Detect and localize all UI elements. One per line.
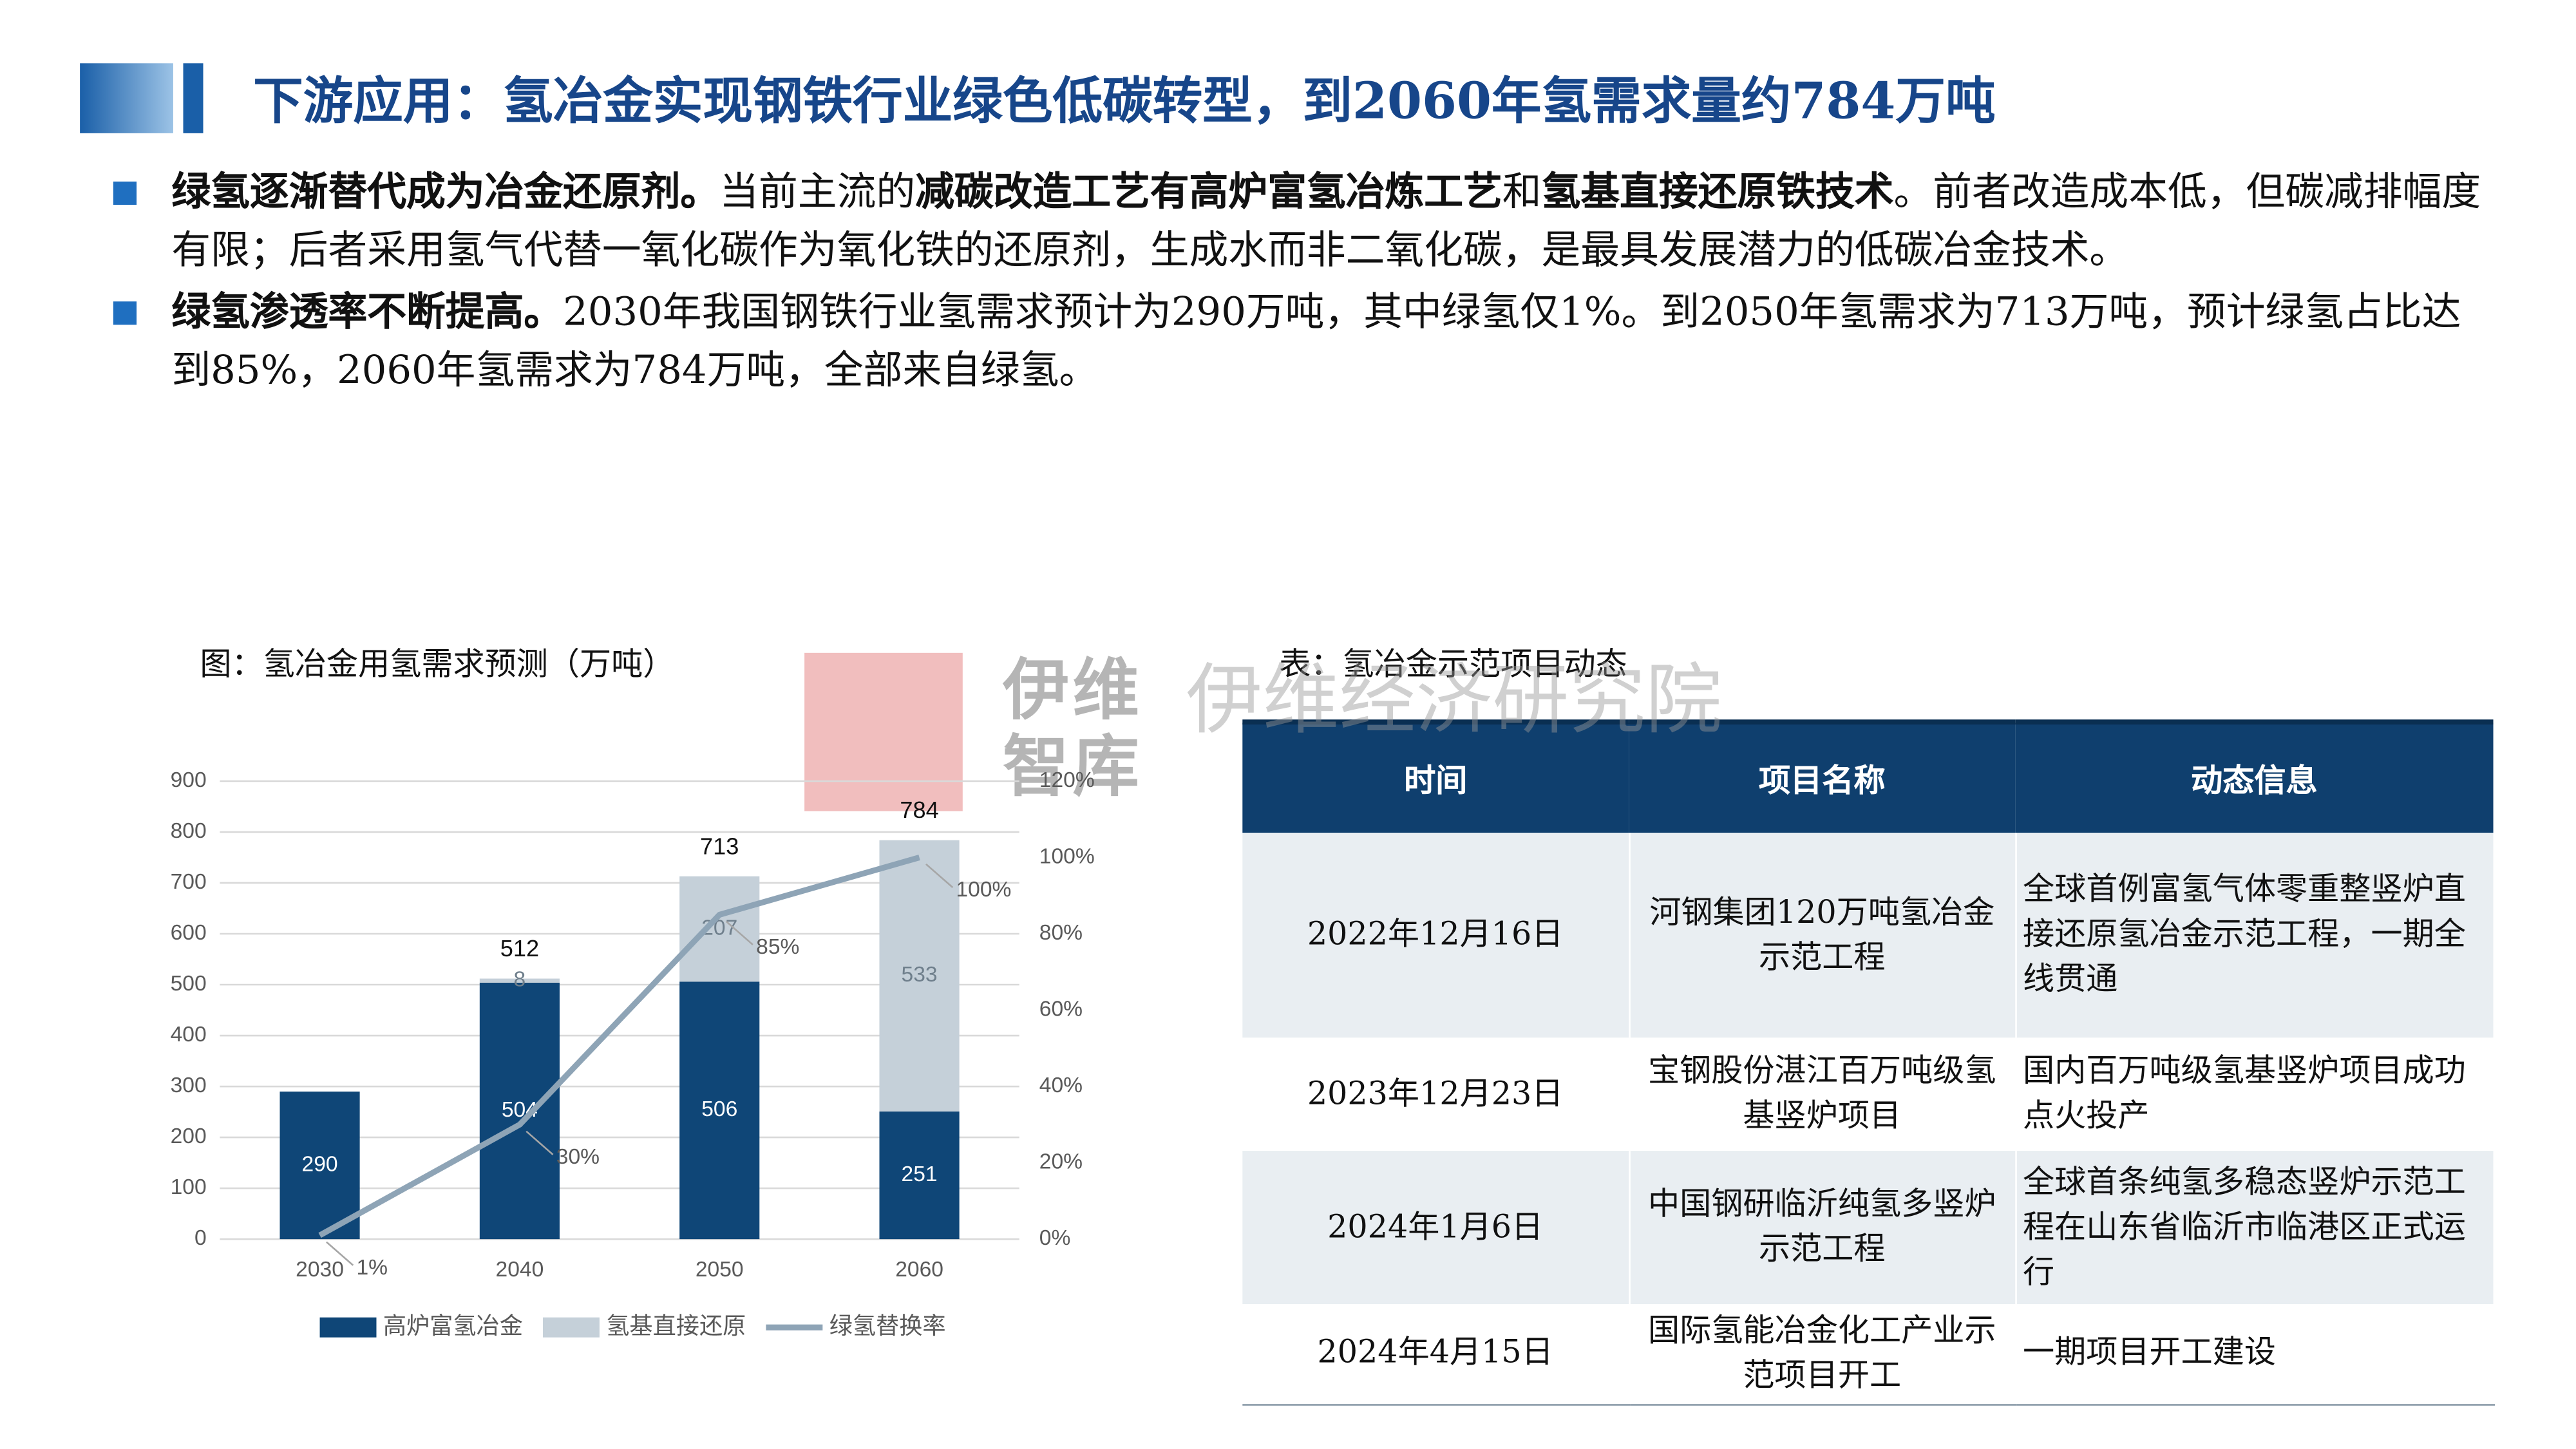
column-header: 项目名称 bbox=[1629, 719, 2016, 833]
label-leader bbox=[925, 863, 954, 888]
y2-tick-label: 100% bbox=[1039, 844, 1095, 868]
label-leader bbox=[326, 1241, 354, 1266]
data-label: 251 bbox=[902, 1162, 938, 1186]
y2-tick-label: 80% bbox=[1039, 921, 1083, 945]
bar bbox=[479, 978, 560, 983]
table-cell: 中国钢研临沂纯氢多竖炉示范工程 bbox=[1629, 1151, 2016, 1304]
legend-label: 氢基直接还原 bbox=[606, 1312, 746, 1339]
table-cell: 2022年12月16日 bbox=[1242, 833, 1630, 1038]
x-tick-label: 2040 bbox=[496, 1258, 544, 1282]
total-label: 512 bbox=[500, 935, 539, 961]
total-label: 713 bbox=[700, 833, 739, 859]
y-tick-label: 600 bbox=[171, 921, 207, 945]
table-cell: 河钢集团120万吨氢冶金示范工程 bbox=[1629, 833, 2016, 1038]
legend-swatch bbox=[542, 1317, 600, 1338]
y-tick-label: 300 bbox=[171, 1074, 207, 1097]
column-header: 时间 bbox=[1242, 719, 1629, 833]
table-title: 表：氢冶金示范项目动态 bbox=[1279, 646, 1627, 683]
bullet-text: 2030年我国钢铁行业氢需求预计为290万吨，其中绿氢仅1%。到2050年氢需求… bbox=[171, 288, 2461, 393]
table-row: 2022年12月16日 河钢集团120万吨氢冶金示范工程 全球首例富氢气体零重整竖炉… bbox=[1242, 833, 2494, 1038]
bullet-text: 减碳改造工艺有高炉富氢冶炼工艺 bbox=[915, 168, 1502, 215]
table-header: 时间 项目名称 动态信息 bbox=[1242, 719, 2494, 833]
y2-tick-label: 20% bbox=[1039, 1150, 1083, 1173]
table-cell: 2024年4月15日 bbox=[1242, 1303, 1630, 1405]
watermark-logo-text: 伊维智库 bbox=[1002, 651, 1143, 806]
data-label: 506 bbox=[701, 1097, 737, 1121]
line-data-label: 85% bbox=[756, 935, 799, 959]
watermark-logo bbox=[804, 652, 963, 811]
bar bbox=[679, 876, 760, 982]
watermark-name: 伊维经济研究院 bbox=[1186, 654, 1723, 745]
y-tick-label: 0 bbox=[194, 1226, 207, 1250]
legend-swatch bbox=[319, 1317, 377, 1338]
label-leader bbox=[725, 920, 753, 945]
table-row: 2023年12月23日 宝钢股份湛江百万吨级氢基竖炉项目 国内百万吨级氢基竖炉项目成… bbox=[1242, 1037, 2494, 1151]
y-tick-label: 100 bbox=[171, 1175, 207, 1199]
table-cell: 全球首例富氢气体零重整竖炉直接还原氢冶金示范工程，一期全线贯通 bbox=[2015, 833, 2494, 1038]
table-cell: 2023年12月23日 bbox=[1242, 1037, 1630, 1151]
slide-title: 下游应用：氢冶金实现钢铁行业绿色低碳转型，到2060年氢需求量约784万吨 bbox=[253, 73, 1996, 132]
y-tick-label: 400 bbox=[171, 1023, 207, 1046]
y2-tick-label: 0% bbox=[1039, 1226, 1071, 1250]
table-row: 2024年1月6日 中国钢研临沂纯氢多竖炉示范工程 全球首条纯氢多稳态竖炉示范工程在… bbox=[1242, 1151, 2494, 1304]
data-label: 8 bbox=[514, 968, 526, 992]
bullet-text: 当前主流的 bbox=[719, 168, 916, 215]
table-cell: 全球首条纯氢多稳态竖炉示范工程在山东省临沂市临港区正式运行 bbox=[2015, 1151, 2494, 1304]
line-data-label: 1% bbox=[356, 1256, 388, 1280]
x-tick-label: 2030 bbox=[296, 1258, 344, 1282]
bullet-text: 。前者改造成本低，但碳减排幅度有限；后者采用氢气代替一氧化碳作为氧化铁的还原剂，… bbox=[171, 168, 2481, 274]
line-series bbox=[318, 855, 920, 1238]
bullet-item: 绿氢逐渐替代成为冶金还原剂。当前主流的减碳改造工艺有高炉富氢冶炼工艺和氢基直接还… bbox=[113, 163, 2495, 279]
y-tick-label: 800 bbox=[171, 819, 207, 843]
bullet-text: 和 bbox=[1502, 168, 1542, 215]
table-cell: 国内百万吨级氢基竖炉项目成功点火投产 bbox=[2015, 1037, 2494, 1151]
bar bbox=[679, 981, 760, 1240]
total-label: 784 bbox=[900, 797, 938, 823]
bar bbox=[479, 982, 560, 1240]
project-table: 时间 项目名称 动态信息 2022年12月16日 河钢集团120万吨氢冶金示范工程 全球… bbox=[1242, 719, 2494, 1405]
data-label: 533 bbox=[902, 963, 938, 987]
legend-label: 绿氢替换率 bbox=[829, 1312, 946, 1339]
label-leader bbox=[526, 1130, 554, 1155]
y-tick-label: 900 bbox=[171, 768, 207, 792]
y2-tick-label: 60% bbox=[1039, 997, 1083, 1021]
header-decoration bbox=[183, 63, 204, 133]
table-cell: 宝钢股份湛江百万吨级氢基竖炉项目 bbox=[1629, 1037, 2016, 1151]
data-label: 290 bbox=[302, 1152, 338, 1176]
table-cell: 2024年1月6日 bbox=[1242, 1151, 1630, 1304]
legend-label: 高炉富氢冶金 bbox=[383, 1312, 523, 1339]
x-tick-label: 2050 bbox=[696, 1258, 744, 1282]
bar bbox=[279, 1091, 360, 1240]
chart-title: 图：氢冶金用氢需求预测（万吨） bbox=[200, 646, 675, 683]
line-data-label: 30% bbox=[556, 1145, 600, 1169]
bullet-list: 绿氢逐渐替代成为冶金还原剂。当前主流的减碳改造工艺有高炉富氢冶炼工艺和氢基直接还… bbox=[113, 163, 2495, 402]
bar bbox=[879, 1111, 960, 1240]
bullet-text: 绿氢逐渐替代成为冶金还原剂。 bbox=[171, 168, 720, 215]
bullet-text: 氢基直接还原铁技术 bbox=[1541, 168, 1894, 215]
table-cell: 国际氢能冶金化工产业示范项目开工 bbox=[1629, 1303, 2016, 1405]
column-header: 动态信息 bbox=[2015, 719, 2494, 833]
x-tick-label: 2060 bbox=[895, 1258, 943, 1282]
table-row: 2024年4月15日 国际氢能冶金化工产业示范项目开工 一期项目开工建设 bbox=[1242, 1303, 2494, 1405]
table-cell: 一期项目开工建设 bbox=[2015, 1303, 2494, 1405]
y-tick-label: 700 bbox=[171, 870, 207, 894]
line-data-label: 100% bbox=[956, 878, 1011, 902]
y-tick-label: 500 bbox=[171, 972, 207, 996]
y2-tick-label: 40% bbox=[1039, 1074, 1083, 1097]
y-tick-label: 200 bbox=[171, 1124, 207, 1148]
bullet-text: 绿氢渗透率不断提高。 bbox=[171, 288, 564, 335]
header-decoration bbox=[80, 63, 173, 133]
bar bbox=[879, 840, 960, 1112]
y2-tick-label: 120% bbox=[1039, 768, 1095, 792]
bullet-item: 绿氢渗透率不断提高。2030年我国钢铁行业氢需求预计为290万吨，其中绿氢仅1%… bbox=[113, 283, 2495, 400]
